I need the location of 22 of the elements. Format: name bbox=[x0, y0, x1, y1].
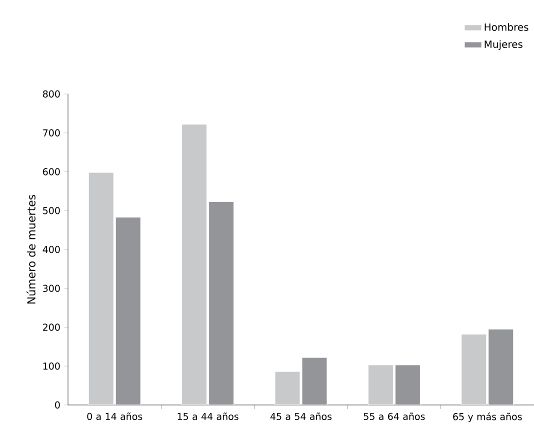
bar bbox=[394, 364, 420, 405]
y-tick-label: 500 bbox=[43, 207, 60, 214]
y-tick-label: 0 bbox=[55, 401, 60, 409]
bar bbox=[488, 328, 514, 405]
legend-label: Mujeres bbox=[484, 40, 522, 50]
y-tick-label: 100 bbox=[43, 362, 60, 370]
y-tick-label: 800 bbox=[42, 90, 60, 98]
x-tick-label: 0 a 14 años bbox=[87, 412, 142, 420]
y-axis-title: Número de muertes bbox=[26, 194, 36, 304]
y-tick-label: 600 bbox=[43, 168, 60, 176]
x-tick-label: 65 y más años bbox=[453, 412, 522, 422]
y-tick-label: 200 bbox=[43, 324, 60, 331]
x-tick-label: 45 a 54 años bbox=[270, 412, 332, 420]
bar bbox=[115, 216, 141, 405]
y-tick-label: 300 bbox=[43, 284, 60, 292]
bar bbox=[302, 357, 328, 405]
x-tick-label: 15 a 44 años bbox=[178, 412, 238, 420]
y-tick-label: 700 bbox=[43, 129, 60, 136]
legend-label: Hombres bbox=[484, 23, 528, 31]
y-tick-label: 400 bbox=[42, 246, 60, 254]
bar bbox=[208, 201, 234, 405]
x-tick-label: 55 a 64 años bbox=[364, 412, 425, 420]
